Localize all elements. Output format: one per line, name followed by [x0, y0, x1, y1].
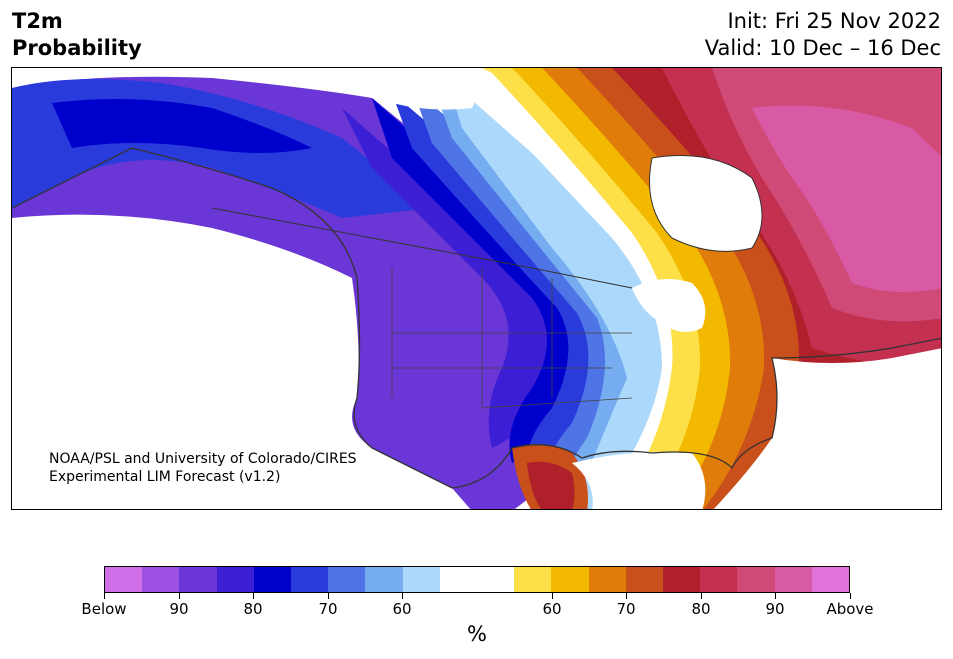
- colorbar-segment-above-3: [625, 567, 664, 592]
- colorbar-tick-label: Below: [81, 600, 127, 618]
- colorbar-segment-neutral: [439, 567, 515, 592]
- chart-title: T2m Probability: [12, 8, 142, 62]
- colorbar-segment-above-4: [663, 567, 701, 592]
- forecast-dates: Init: Fri 25 Nov 2022 Valid: 10 Dec – 16…: [705, 8, 941, 62]
- colorbar-segment-below-8: [402, 567, 440, 592]
- colorbar-tick-label: 60: [392, 600, 412, 618]
- arctic-white: [352, 68, 482, 110]
- colorbar-tick: [626, 593, 627, 599]
- map-svg: [12, 68, 941, 509]
- gulf-of-mexico: [572, 451, 706, 509]
- colorbar-segment-below-1: [142, 567, 180, 592]
- colorbar-tick-label: 60: [542, 600, 562, 618]
- title-line-2: Probability: [12, 36, 142, 60]
- colorbar-tick: [775, 593, 776, 599]
- valid-range-label: Valid: 10 Dec – 16 Dec: [704, 36, 941, 60]
- colorbar-segment-below-2: [179, 567, 217, 592]
- warm-band-8: [752, 105, 941, 292]
- colorbar-tick-label: 90: [765, 600, 785, 618]
- colorbar: [104, 566, 850, 593]
- colorbar-tick: [701, 593, 702, 599]
- colorbar-segment-below-6: [328, 567, 366, 592]
- cold-band-6: [447, 78, 667, 509]
- colorbar-segment-above-6: [737, 567, 775, 592]
- colorbar-tick: [402, 593, 403, 599]
- forecast-map: [11, 67, 942, 510]
- colorbar-segment-above-8: [811, 567, 850, 592]
- cold-band-1: [342, 108, 578, 448]
- colorbar-tick: [328, 593, 329, 599]
- colorbar-tick-label: 80: [243, 600, 263, 618]
- atlantic-ocean: [713, 348, 941, 509]
- colorbar-segment-below-0: [105, 567, 143, 592]
- colorbar-segment-above-5: [700, 567, 738, 592]
- cold-band-3: [392, 93, 622, 478]
- hudson-bay: [649, 155, 762, 252]
- warm-band-3: [542, 68, 767, 509]
- colorbar-tick: [850, 593, 851, 599]
- colorbar-tick: [253, 593, 254, 599]
- colorbar-segment-below-7: [365, 567, 403, 592]
- cold-band-2: [372, 98, 602, 463]
- colorbar-tick: [179, 593, 180, 599]
- colorbar-segment-above-2: [588, 567, 626, 592]
- colorbar-unit-label: %: [467, 622, 487, 646]
- colorbar-tick-label: Above: [826, 600, 874, 618]
- init-date-label: Init: Fri 25 Nov 2022: [727, 9, 941, 33]
- colorbar-tick-label: 80: [691, 600, 711, 618]
- us-canada-border: [211, 207, 633, 289]
- credit-line-1: NOAA/PSL and University of Colorado/CIRE…: [49, 451, 357, 467]
- credit-line-2: Experimental LIM Forecast (v1.2): [49, 469, 281, 485]
- title-line-1: T2m: [12, 9, 63, 33]
- pacific-ocean: [12, 214, 471, 509]
- colorbar-tick-label: 90: [169, 600, 189, 618]
- colorbar-tick-label: 70: [318, 600, 338, 618]
- colorbar-tick: [104, 593, 105, 599]
- map-credit: NOAA/PSL and University of Colorado/CIRE…: [49, 450, 357, 486]
- colorbar-segment-above-7: [774, 567, 812, 592]
- colorbar-segment-below-3: [216, 567, 254, 592]
- great-lakes: [632, 279, 706, 332]
- coastline-outline: [12, 147, 941, 489]
- colorbar-segment-above-1: [551, 567, 589, 592]
- colorbar-tick: [552, 593, 553, 599]
- colorbar-segment-above-0: [514, 567, 552, 592]
- colorbar-tick-label: 70: [616, 600, 636, 618]
- colorbar-segment-below-4: [253, 567, 292, 592]
- colorbar-segment-below-5: [291, 567, 329, 592]
